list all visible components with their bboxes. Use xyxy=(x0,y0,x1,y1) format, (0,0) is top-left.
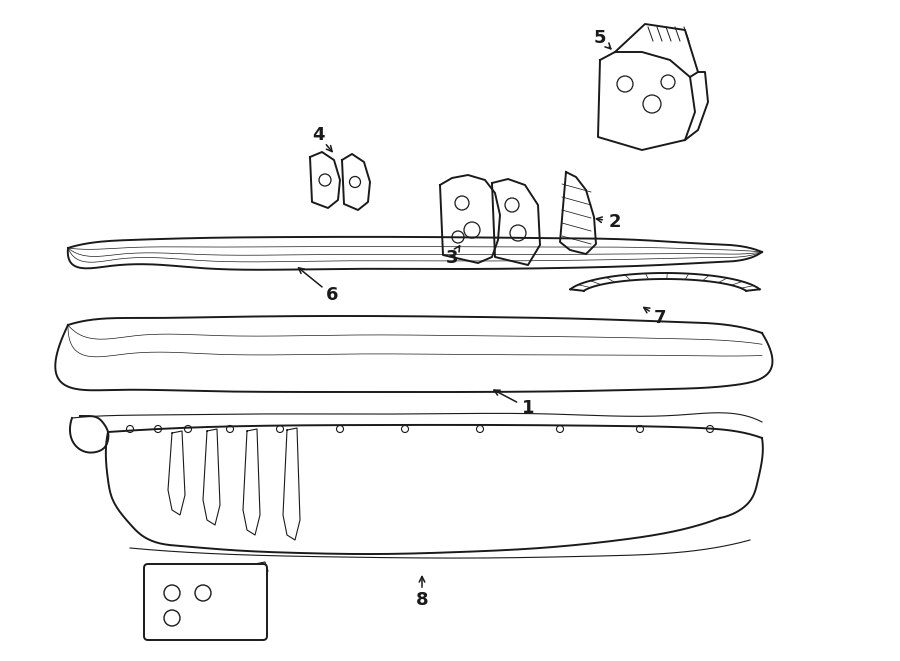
Text: 5: 5 xyxy=(594,29,607,47)
Text: 4: 4 xyxy=(311,126,324,144)
Text: 1: 1 xyxy=(522,399,535,417)
Text: 2: 2 xyxy=(608,213,621,231)
Text: 6: 6 xyxy=(326,286,338,304)
Text: 7: 7 xyxy=(653,309,666,327)
Text: 3: 3 xyxy=(446,249,458,267)
Text: 8: 8 xyxy=(416,591,428,609)
FancyBboxPatch shape xyxy=(144,564,267,640)
Text: 9: 9 xyxy=(234,589,247,607)
